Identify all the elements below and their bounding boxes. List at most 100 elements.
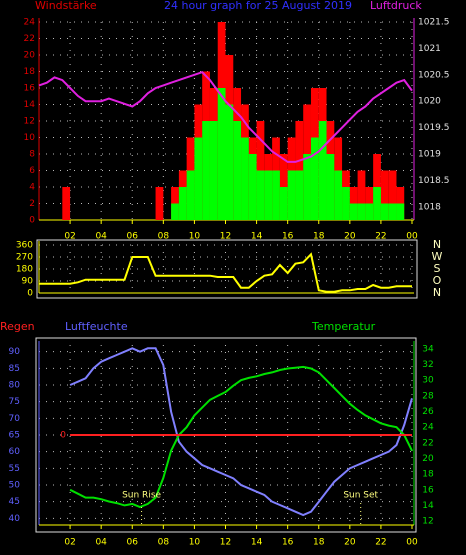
x-tick-label: 14 <box>251 232 263 242</box>
bar <box>373 187 381 220</box>
y-tick-label: 80 <box>9 381 21 391</box>
x-tick-label: 14 <box>251 538 263 548</box>
bar <box>241 137 249 220</box>
bar <box>318 121 327 220</box>
bar <box>272 170 280 220</box>
y2-tick-label: 30 <box>422 376 434 386</box>
bar <box>178 187 187 220</box>
bar <box>380 170 389 220</box>
y-tick-label: 40 <box>9 514 21 524</box>
y-tick-label: 90 <box>22 277 34 287</box>
bar <box>357 170 366 220</box>
bar <box>248 154 257 220</box>
annotation: Sun Set <box>343 491 378 501</box>
y-tick-label: 12 <box>24 117 35 127</box>
y2-tick-label: 14 <box>422 501 434 511</box>
annotation: Sun Rise <box>122 491 161 501</box>
y2-tick-label: 20 <box>422 454 434 464</box>
y2-axis-label: Luftdruck <box>370 0 422 12</box>
y2-tick-label: 1021.5 <box>418 18 450 28</box>
y-tick-label: 20 <box>24 51 36 61</box>
x-tick-label: 00 <box>406 538 418 548</box>
y2-tick-label: 24 <box>422 423 434 433</box>
y-tick-label: 270 <box>16 253 33 263</box>
y2-tick-label: O <box>433 274 442 287</box>
x-tick-label: 04 <box>95 538 107 548</box>
y2-tick-label: 12 <box>422 517 433 527</box>
bar <box>233 121 242 220</box>
y2-tick-label: 1021 <box>418 44 441 54</box>
x-tick-label: 18 <box>313 538 325 548</box>
bar <box>380 203 389 220</box>
x-tick-label: 08 <box>158 232 170 242</box>
x-tick-label: 04 <box>95 232 107 242</box>
x-tick-label: 12 <box>220 232 231 242</box>
bar <box>396 203 405 220</box>
y2-tick-label: S <box>434 262 441 275</box>
x-tick-label: 00 <box>406 232 418 242</box>
line <box>69 365 413 509</box>
bar <box>256 170 265 220</box>
bar <box>186 170 195 220</box>
bar <box>155 187 164 220</box>
y-tick-label: 75 <box>9 397 20 407</box>
bar <box>225 104 234 220</box>
y-tick-label: 4 <box>29 183 35 193</box>
chart-title: 24 hour graph for 25 August 2019 <box>164 0 352 12</box>
frame <box>35 337 417 533</box>
y-tick-label: 50 <box>9 481 21 491</box>
line <box>38 71 413 163</box>
y2-tick-label: 1019 <box>418 150 441 160</box>
x-tick-label: 08 <box>158 538 170 548</box>
y2-tick-label: 26 <box>422 407 434 417</box>
y2-tick-label: 34 <box>422 344 434 354</box>
bar <box>326 154 335 220</box>
y2-tick-label: N <box>433 286 441 299</box>
y-tick-label: 0 <box>27 289 33 299</box>
bar <box>334 170 343 220</box>
bar <box>388 203 397 220</box>
bar <box>279 187 288 220</box>
bar <box>194 137 203 220</box>
x-tick-label: 06 <box>127 232 139 242</box>
y-axis-label: Luftfeuchte <box>65 320 128 333</box>
x-tick-label: 10 <box>189 538 201 548</box>
y2-tick-label: 28 <box>422 391 434 401</box>
bar <box>264 170 273 220</box>
y-axis-label: Windstärke <box>35 0 97 12</box>
y-tick-label: 8 <box>29 150 35 160</box>
y-tick-label: 45 <box>9 497 20 507</box>
bar <box>349 203 358 220</box>
x-tick-label: 02 <box>64 538 75 548</box>
y-tick-label: 360 <box>16 241 33 251</box>
y-tick-label: 55 <box>9 464 20 474</box>
bar <box>357 203 366 220</box>
y2-tick-label: 32 <box>422 360 433 370</box>
y2-tick-label: 1020.5 <box>418 70 450 80</box>
bar <box>217 88 226 220</box>
y2-tick-label: W <box>432 250 443 263</box>
bar <box>388 170 397 220</box>
y3-axis-label: Regen <box>0 320 35 333</box>
y-tick-label: 22 <box>24 34 35 44</box>
x-tick-label: 20 <box>344 232 356 242</box>
x-tick-label: 12 <box>220 538 231 548</box>
x-tick-label: 16 <box>282 232 294 242</box>
y2-tick-label: 16 <box>422 485 434 495</box>
y3-tick-label: 0 <box>60 431 66 441</box>
bar <box>295 170 304 220</box>
x-tick-label: 02 <box>64 232 75 242</box>
x-tick-label: 20 <box>344 538 356 548</box>
bar <box>303 154 311 220</box>
y2-tick-label: N <box>433 238 441 251</box>
y2-tick-label: 1019.5 <box>418 123 450 133</box>
y2-tick-label: 1020 <box>418 97 441 107</box>
bar <box>287 170 296 220</box>
y2-tick-label: 1018.5 <box>418 176 450 186</box>
x-tick-label: 10 <box>189 232 201 242</box>
bar <box>209 121 218 220</box>
y-tick-label: 180 <box>16 265 33 275</box>
x-tick-label: 22 <box>375 538 386 548</box>
y2-tick-label: 18 <box>422 470 434 480</box>
